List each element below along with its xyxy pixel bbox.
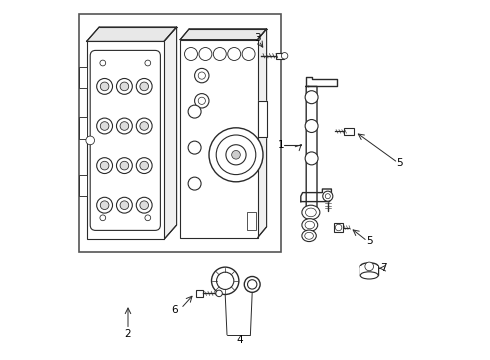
Circle shape (323, 191, 333, 201)
Circle shape (188, 141, 201, 154)
Bar (79, 67, 87, 88)
Circle shape (335, 224, 342, 231)
Circle shape (97, 118, 113, 134)
Circle shape (140, 122, 148, 130)
Circle shape (216, 135, 256, 175)
Circle shape (117, 78, 132, 94)
Circle shape (245, 276, 260, 292)
Circle shape (305, 120, 318, 132)
Bar (79, 117, 87, 139)
Circle shape (213, 48, 226, 60)
Circle shape (188, 105, 201, 118)
Circle shape (216, 290, 222, 297)
Circle shape (199, 48, 212, 60)
Polygon shape (306, 77, 337, 86)
Ellipse shape (305, 208, 316, 217)
Ellipse shape (305, 221, 315, 229)
Text: 3: 3 (254, 33, 261, 43)
Ellipse shape (360, 272, 378, 279)
Circle shape (212, 267, 239, 294)
Bar (79, 14, 281, 252)
Ellipse shape (302, 205, 320, 220)
Circle shape (100, 122, 109, 130)
Polygon shape (164, 27, 176, 239)
Circle shape (247, 280, 257, 289)
Circle shape (100, 161, 109, 170)
FancyBboxPatch shape (90, 50, 160, 230)
Circle shape (136, 78, 152, 94)
Circle shape (188, 177, 201, 190)
Circle shape (195, 68, 209, 83)
Circle shape (97, 197, 113, 213)
Polygon shape (87, 27, 176, 41)
Circle shape (117, 118, 132, 134)
Bar (247, 212, 256, 230)
Polygon shape (301, 189, 331, 202)
Circle shape (209, 128, 263, 182)
Polygon shape (258, 101, 267, 137)
Bar (79, 175, 87, 196)
Bar (334, 223, 343, 232)
Text: 5: 5 (366, 236, 372, 246)
Circle shape (198, 72, 205, 79)
Circle shape (217, 272, 234, 289)
Circle shape (86, 136, 95, 145)
Bar (180, 40, 258, 238)
Circle shape (117, 197, 132, 213)
Circle shape (242, 48, 255, 60)
Polygon shape (258, 29, 267, 238)
Circle shape (226, 145, 246, 165)
Text: 1: 1 (278, 140, 284, 150)
Ellipse shape (360, 263, 378, 270)
Text: 6: 6 (172, 305, 178, 315)
Circle shape (140, 82, 148, 91)
Circle shape (195, 94, 209, 108)
Ellipse shape (305, 232, 314, 239)
Circle shape (100, 201, 109, 210)
Text: 5: 5 (396, 158, 403, 168)
Circle shape (228, 48, 241, 60)
Circle shape (145, 215, 151, 221)
Circle shape (120, 161, 129, 170)
Circle shape (120, 122, 129, 130)
Circle shape (100, 215, 106, 221)
Circle shape (97, 78, 113, 94)
Circle shape (305, 91, 318, 104)
Bar (87, 41, 164, 239)
Circle shape (325, 194, 330, 199)
Bar (275, 53, 284, 59)
Text: 4: 4 (236, 335, 243, 345)
Ellipse shape (302, 219, 318, 231)
Circle shape (120, 82, 129, 91)
Text: 2: 2 (124, 329, 131, 339)
Circle shape (281, 53, 288, 59)
Bar (344, 128, 354, 135)
Circle shape (136, 197, 152, 213)
Ellipse shape (302, 230, 316, 242)
Circle shape (100, 60, 106, 66)
Circle shape (198, 97, 205, 104)
Circle shape (136, 118, 152, 134)
Circle shape (117, 158, 132, 174)
Bar (360, 266, 378, 275)
Circle shape (136, 158, 152, 174)
Circle shape (185, 48, 197, 60)
Circle shape (140, 161, 148, 170)
Circle shape (232, 150, 240, 159)
Circle shape (365, 262, 373, 271)
Circle shape (120, 201, 129, 210)
Polygon shape (180, 29, 267, 40)
Circle shape (140, 201, 148, 210)
Polygon shape (306, 86, 317, 216)
Circle shape (97, 158, 113, 174)
Circle shape (145, 60, 151, 66)
Circle shape (305, 152, 318, 165)
Text: 7: 7 (380, 263, 387, 273)
Bar (196, 290, 203, 297)
Circle shape (100, 82, 109, 91)
